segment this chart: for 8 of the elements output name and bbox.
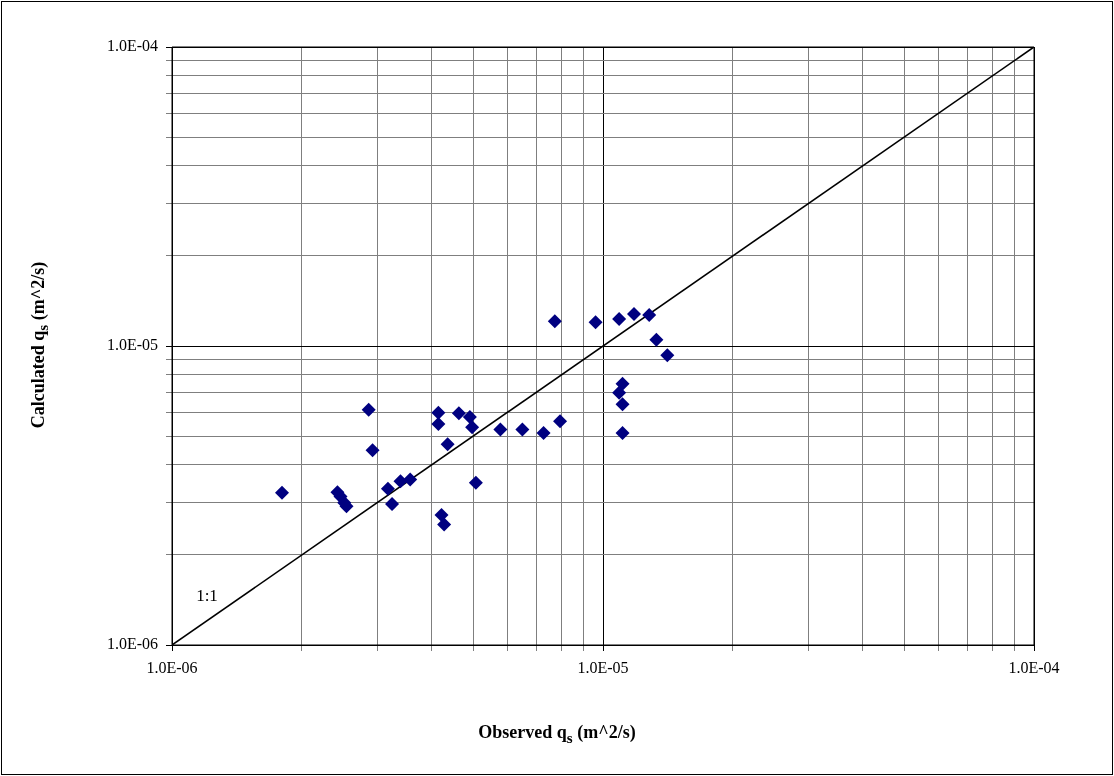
y-tick-label: 1.0E-05 (106, 336, 158, 354)
y-tick-label: 1.0E-06 (106, 635, 158, 653)
x-tick-label: 1.0E-04 (1008, 658, 1060, 676)
x-tick-label: 1.0E-06 (146, 658, 198, 676)
y-tick-label: 1.0E-04 (106, 37, 158, 55)
x-axis-title: Observed q$_{s}$ (m^2/s) (477, 722, 637, 747)
annotation: 1:1 (196, 586, 218, 606)
x-tick-label: 1.0E-05 (577, 658, 629, 676)
